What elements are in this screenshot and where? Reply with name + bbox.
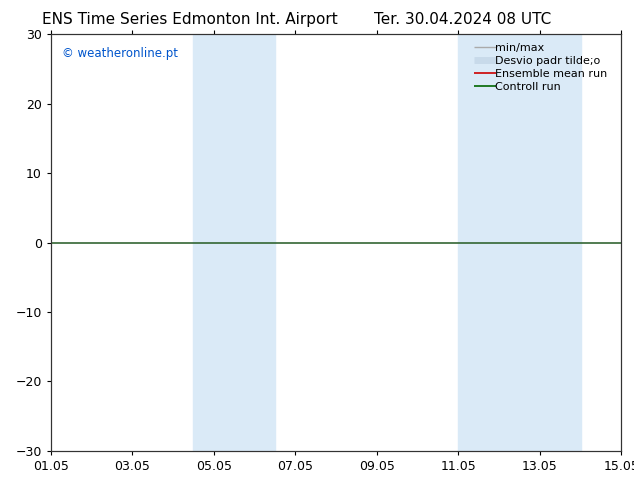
Text: ENS Time Series Edmonton Int. Airport: ENS Time Series Edmonton Int. Airport [42,12,338,27]
Legend: min/max, Desvio padr tilde;o, Ensemble mean run, Controll run: min/max, Desvio padr tilde;o, Ensemble m… [470,40,616,95]
Text: Ter. 30.04.2024 08 UTC: Ter. 30.04.2024 08 UTC [374,12,552,27]
Text: © weatheronline.pt: © weatheronline.pt [62,47,178,60]
Bar [193,34,275,451]
Bar [519,34,581,451]
Bar [458,34,519,451]
